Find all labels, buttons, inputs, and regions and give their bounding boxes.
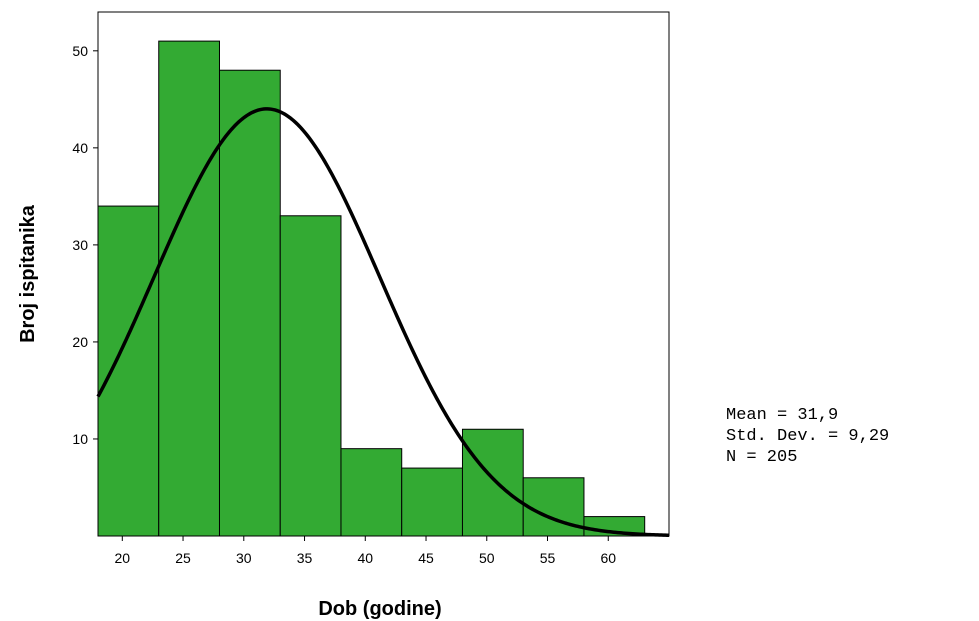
y-axis-ticks: 10 20 30 40 50 xyxy=(72,43,98,447)
histogram-bar xyxy=(218,69,281,537)
x-tick-label: 50 xyxy=(479,550,495,566)
histogram-bar xyxy=(158,40,220,537)
x-tick-label: 35 xyxy=(297,550,313,566)
x-tick-label: 40 xyxy=(357,550,373,566)
normal-curve xyxy=(96,107,670,537)
y-tick-label: 10 xyxy=(72,431,88,447)
histogram-bar xyxy=(97,205,160,537)
x-tick-label: 60 xyxy=(600,550,616,566)
x-tick-label: 45 xyxy=(418,550,434,566)
x-axis-title: Dob (godine) xyxy=(318,598,441,620)
histogram-bar xyxy=(461,428,524,537)
histogram-bar xyxy=(340,448,403,537)
x-tick-label: 25 xyxy=(175,550,191,566)
x-tick-label: 20 xyxy=(115,550,131,566)
histogram-bar xyxy=(279,215,342,537)
stats-box: Mean = 31,9 Std. Dev. = 9,29 N = 205 xyxy=(726,405,889,468)
x-tick-label: 55 xyxy=(540,550,556,566)
y-axis-title: Broj ispitanika xyxy=(17,204,39,343)
y-tick-label: 50 xyxy=(72,43,88,59)
histogram-bar xyxy=(401,467,463,537)
y-tick-label: 40 xyxy=(72,140,88,156)
mean-label: Mean = 31,9 xyxy=(726,406,839,425)
x-tick-label: 30 xyxy=(236,550,252,566)
y-tick-label: 30 xyxy=(72,237,88,253)
y-tick-label: 20 xyxy=(72,334,88,350)
n-label: N = 205 xyxy=(726,448,798,467)
bars-group xyxy=(97,40,646,537)
x-axis-ticks: 20 25 30 35 40 45 50 55 60 xyxy=(115,536,616,566)
std-dev-label: Std. Dev. = 9,29 xyxy=(726,427,890,446)
